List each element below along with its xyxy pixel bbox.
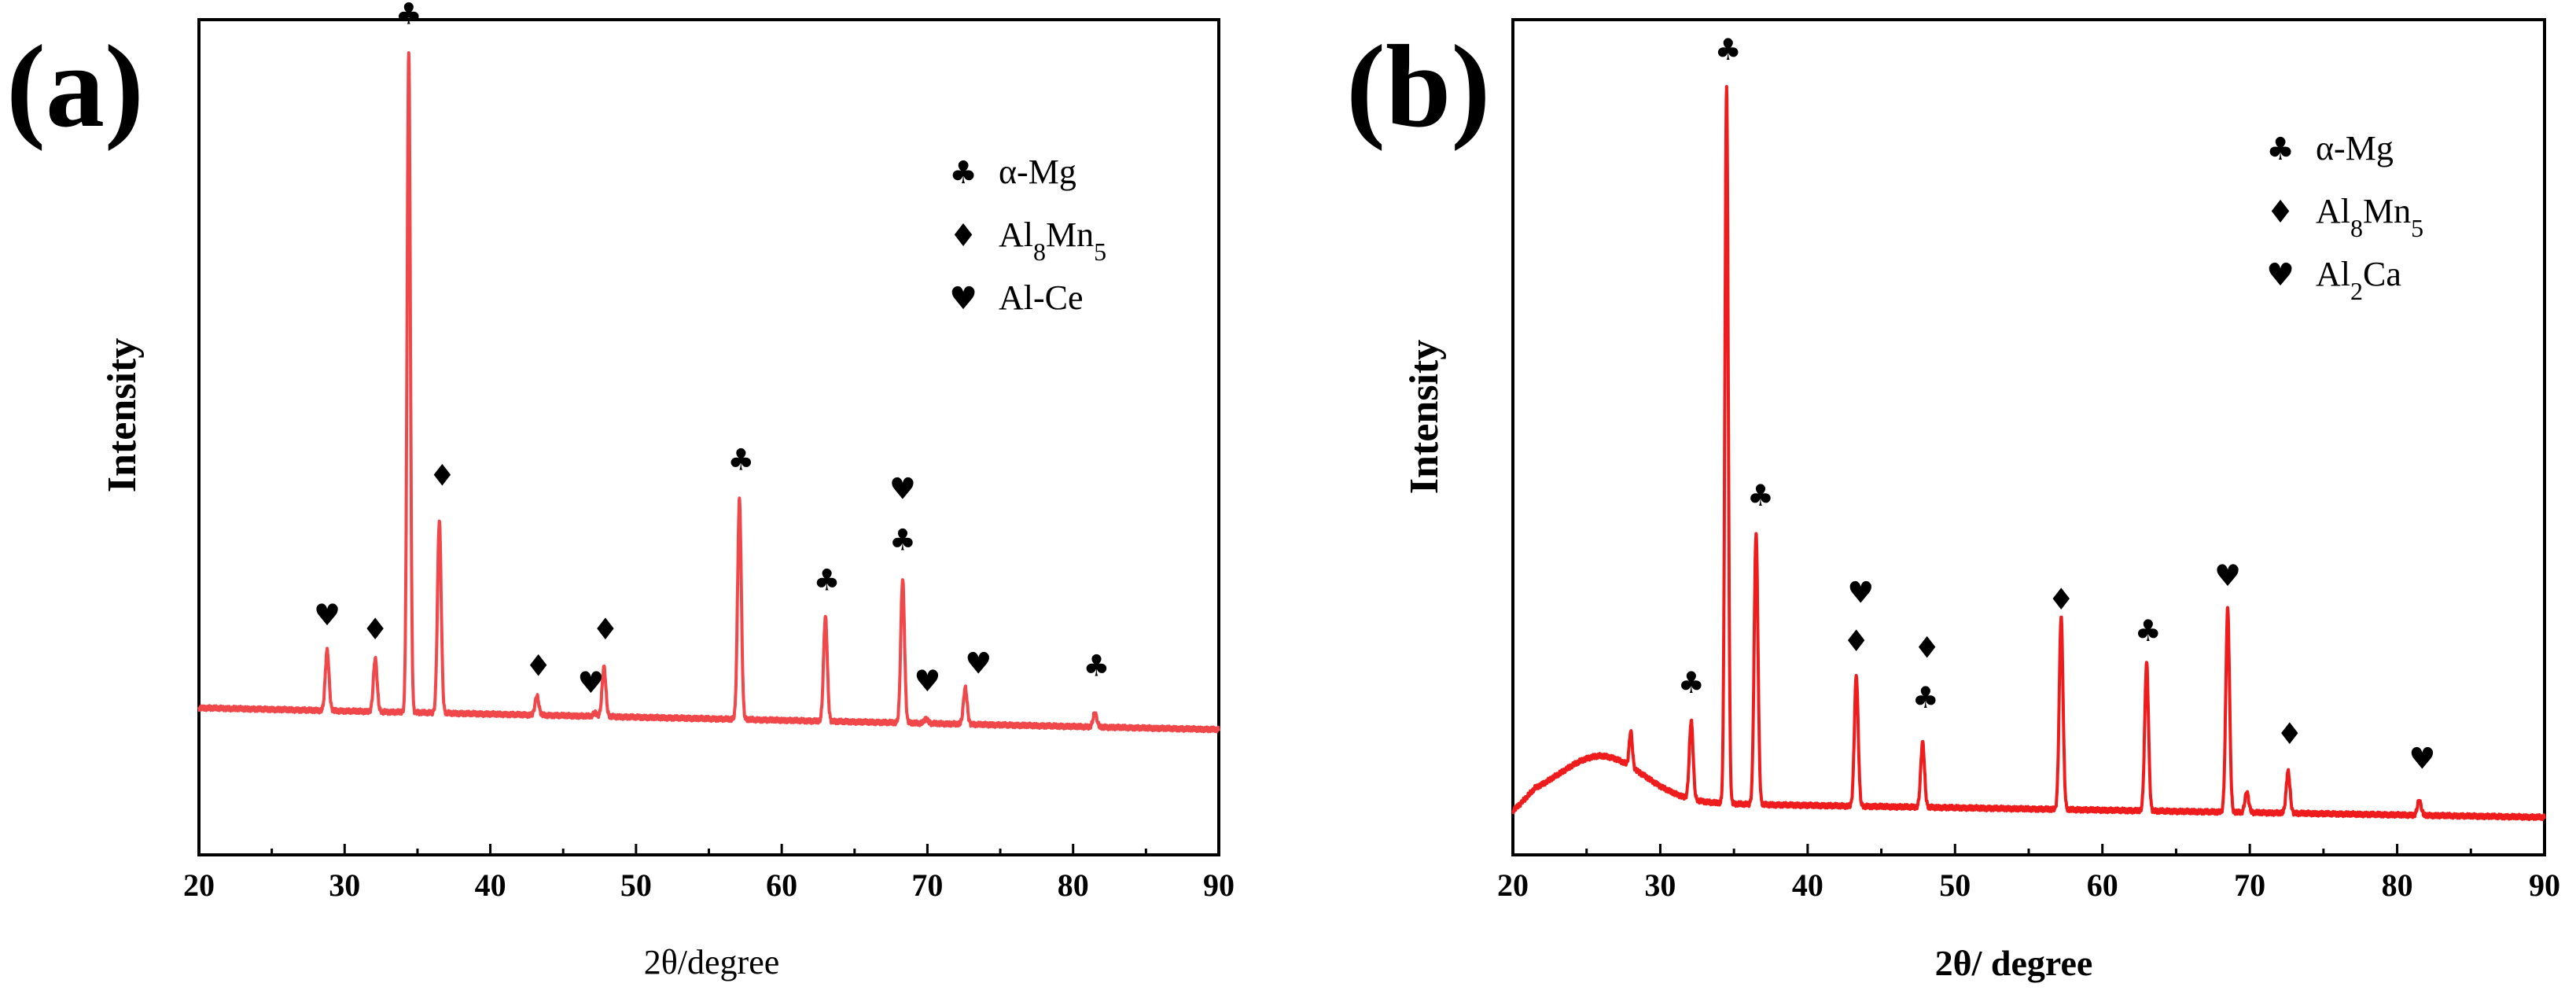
legend-label: Al8Mn5 [999, 215, 1106, 266]
legend-label: Al-Ce [999, 278, 1084, 317]
peak-marker: ♣ [727, 442, 754, 477]
peak-marker: ♣ [1715, 32, 1742, 67]
x-tick-label: 90 [2529, 867, 2560, 903]
legend-marker: ♦ [2266, 194, 2294, 230]
x-tick-label: 90 [1203, 867, 1235, 903]
y-axis-label-b: Intensity [1402, 340, 1447, 494]
x-tick-label: 50 [620, 867, 652, 903]
legend-text-part: Al [2316, 192, 2350, 230]
peak-marker: ♦ [592, 612, 619, 646]
peak-marker: ♣ [1912, 680, 1939, 715]
x-tick-label: 60 [2087, 867, 2118, 903]
peak-marker: ♥ [2409, 742, 2435, 776]
x-tick-label: 30 [1644, 867, 1676, 903]
peak-marker: ♣ [396, 0, 422, 31]
x-tick-label: 70 [911, 867, 943, 903]
panel-label-a: (a) [6, 21, 144, 152]
peak-marker: ♣ [1747, 478, 1774, 513]
peak-marker: ♦ [429, 458, 455, 493]
chart-panel-b: 20 30 40 50 60 70 80 90 ♣ ♣ ♣ ♥ ♦ ♦ ♣ ♦ ♣ ♥ ♦ ♥ ♣ α-Mg ♦ Al8Mn5… [1497, 18, 2560, 903]
peak-marker: ♣ [814, 562, 841, 597]
peak-marker: ♦ [1843, 624, 1870, 658]
y-axis-label-a: Intensity [100, 338, 145, 492]
peak-marker: ♦ [2276, 716, 2303, 751]
x-axis-label-a: 2θ/degree [644, 943, 780, 981]
peak-marker: ♦ [525, 649, 552, 683]
legend-text-part: Mn [2363, 192, 2411, 230]
legend-marker: ♥ [949, 281, 977, 317]
peak-marker: ♣ [2135, 613, 2162, 648]
legend-label: Al2Ca [2316, 255, 2401, 305]
peak-marker: ♣ [1083, 649, 1110, 683]
peak-marker: ♦ [362, 612, 388, 646]
spectrum-line [197, 51, 1220, 734]
legend-text-part: Ca [2363, 255, 2401, 293]
x-tick-label: 80 [2382, 867, 2413, 903]
legend-subscript: 5 [2411, 214, 2423, 242]
x-tick-label: 20 [183, 867, 215, 903]
legend-text-part: Al [999, 215, 1033, 254]
legend-subscript: 8 [2350, 214, 2363, 242]
peak-marker: ♣ [1678, 665, 1705, 700]
x-tick-label: 80 [1058, 867, 1089, 903]
x-tick-label: 40 [1792, 867, 1823, 903]
legend-text-part: Mn [1046, 215, 1094, 254]
legend-label: α-Mg [999, 153, 1076, 191]
legend-marker: ♣ [2266, 131, 2294, 168]
legend-label: Al8Mn5 [2316, 192, 2423, 242]
spectrum-line [1511, 85, 2546, 822]
legend-marker: ♣ [949, 155, 977, 191]
peak-marker: ♥ [1847, 575, 1874, 609]
x-tick-label: 40 [475, 867, 506, 903]
legend-marker: ♥ [2266, 257, 2294, 293]
legend-subscript: 5 [1094, 238, 1106, 266]
x-tick-label: 20 [1497, 867, 1529, 903]
legend-marker: ♦ [949, 218, 977, 254]
chart-panel-a: 20 30 40 50 60 70 80 90 ♣ ♦ ♥ ♦ ♦ ♥ ♦ ♣ ♣ ♥ ♣ ♥ ♥ ♣ ♣ α-Mg ♦ Al8M… [183, 0, 1235, 903]
x-tick-label: 70 [2234, 867, 2265, 903]
peak-marker: ♥ [577, 665, 604, 700]
legend-label: α-Mg [2316, 129, 2394, 168]
legend-subscript: 2 [2350, 277, 2363, 305]
x-tick-label: 60 [766, 867, 797, 903]
peak-marker: ♣ [889, 522, 916, 557]
x-axis-label-b: 2θ/ degree [1935, 943, 2093, 983]
peak-marker: ♥ [2214, 558, 2241, 593]
x-tick-label: 50 [1939, 867, 1971, 903]
peak-marker: ♥ [965, 646, 992, 681]
legend-text-part: Al [2316, 255, 2350, 293]
peak-marker: ♥ [314, 598, 340, 632]
peak-marker: ♦ [1914, 630, 1941, 665]
peak-marker: ♥ [914, 664, 940, 698]
panel-label-b: (b) [1346, 21, 1490, 152]
peak-marker: ♦ [2048, 582, 2074, 617]
peak-marker: ♥ [889, 472, 916, 506]
x-tick-label: 30 [329, 867, 360, 903]
legend-subscript: 8 [1033, 238, 1046, 266]
